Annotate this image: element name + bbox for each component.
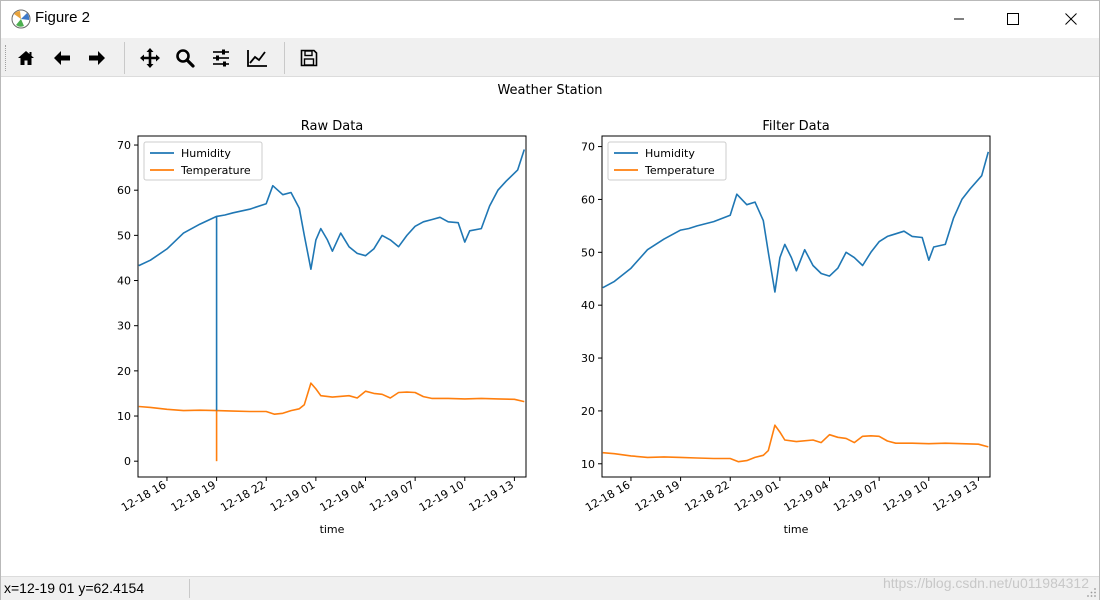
sliders-icon — [213, 49, 229, 67]
series-line-humidity — [138, 149, 526, 270]
window-title: Figure 2 — [35, 9, 91, 26]
x-tick-label: 12-18 16 — [583, 478, 632, 514]
y-tick-label: 60 — [581, 193, 595, 206]
legend-label-humidity: Humidity — [181, 147, 231, 160]
y-tick-label: 40 — [581, 299, 595, 312]
x-tick-label: 12-19 07 — [367, 478, 416, 514]
figure-suptitle: Weather Station — [497, 83, 603, 98]
y-tick-label: 70 — [581, 141, 595, 154]
y-tick-label: 20 — [117, 365, 131, 378]
arrow-right-icon — [89, 51, 105, 65]
save-button[interactable] — [294, 44, 324, 72]
axes-frame-2 — [601, 135, 991, 478]
x-tick-label: 12-19 10 — [417, 478, 466, 514]
series-line-temperature — [602, 424, 989, 463]
y-tick-label: 30 — [581, 352, 595, 365]
y-tick-label: 10 — [117, 410, 131, 423]
toolbar-separator — [284, 42, 285, 74]
floppy-disk-icon — [300, 49, 318, 67]
y-tick-label: 70 — [117, 139, 131, 152]
x-tick-label: 12-18 22 — [218, 478, 267, 514]
series-line-humidity — [602, 151, 990, 293]
x-tick-label: 12-19 01 — [268, 478, 317, 514]
axes-frame-1 — [137, 135, 527, 478]
navigation-toolbar — [1, 38, 1099, 77]
minimize-icon — [954, 18, 964, 20]
legend-label-temperature: Temperature — [180, 164, 251, 177]
x-tick-label: 12-18 16 — [119, 478, 168, 514]
x-tick-label: 12-19 04 — [782, 478, 831, 514]
y-tick-label: 20 — [581, 405, 595, 418]
close-button[interactable] — [1048, 1, 1094, 37]
x-tick-label: 12-19 01 — [732, 478, 781, 514]
y-tick-label: 60 — [117, 184, 131, 197]
series-line-temperature — [138, 382, 525, 415]
figure-canvas[interactable]: Weather Station Raw Data 0 10 20 30 40 50 60 70 1… — [1, 77, 1099, 575]
edit-axes-button[interactable] — [242, 44, 272, 72]
x-tick-label: 12-19 07 — [831, 478, 880, 514]
y-tick-label: 10 — [581, 458, 595, 471]
pan-button[interactable] — [135, 44, 165, 72]
x-tick-label: 12-19 13 — [931, 478, 980, 514]
x-tick-label: 12-18 19 — [169, 478, 218, 514]
matplotlib-icon — [11, 9, 31, 29]
title-bar: Figure 2 — [1, 1, 1099, 37]
x-axis-label: time — [320, 523, 345, 536]
back-button[interactable] — [47, 44, 77, 72]
legend-label-temperature: Temperature — [644, 164, 715, 177]
resize-grip-icon[interactable] — [1087, 588, 1097, 598]
maximize-button[interactable] — [990, 1, 1036, 37]
status-divider — [189, 579, 190, 598]
x-axis-label: time — [784, 523, 809, 536]
minimize-button[interactable] — [936, 1, 982, 37]
axes-title-1: Raw Data — [301, 119, 364, 134]
watermark-text: https://blog.csdn.net/u011984312 — [882, 575, 1089, 591]
line-chart-icon — [247, 50, 267, 67]
close-icon — [1065, 13, 1077, 25]
x-tick-label: 12-18 22 — [682, 478, 731, 514]
x-tick-label: 12-19 04 — [318, 478, 367, 514]
toolbar-grip[interactable] — [5, 45, 9, 71]
toolbar-separator — [124, 42, 125, 74]
y-tick-label: 50 — [581, 246, 595, 259]
x-tick-label: 12-18 19 — [633, 478, 682, 514]
x-tick-label: 12-19 10 — [881, 478, 930, 514]
coordinate-readout: x=12-19 01 y=62.4154 — [4, 580, 145, 596]
forward-button[interactable] — [82, 44, 112, 72]
home-icon — [18, 51, 34, 65]
y-tick-label: 30 — [117, 320, 131, 333]
home-button[interactable] — [11, 44, 41, 72]
y-tick-label: 50 — [117, 229, 131, 242]
magnifier-icon — [176, 49, 195, 68]
y-tick-label: 40 — [117, 275, 131, 288]
x-tick-label: 12-19 13 — [467, 478, 516, 514]
legend-label-humidity: Humidity — [645, 147, 695, 160]
axes-title-2: Filter Data — [762, 119, 829, 134]
subplots-button[interactable] — [206, 44, 236, 72]
y-tick-label: 0 — [124, 455, 131, 468]
arrow-left-icon — [54, 51, 70, 65]
zoom-button[interactable] — [170, 44, 200, 72]
move-icon — [140, 48, 160, 68]
maximize-icon — [1007, 13, 1019, 25]
status-bar: x=12-19 01 y=62.4154 https://blog.csdn.n… — [1, 575, 1099, 600]
